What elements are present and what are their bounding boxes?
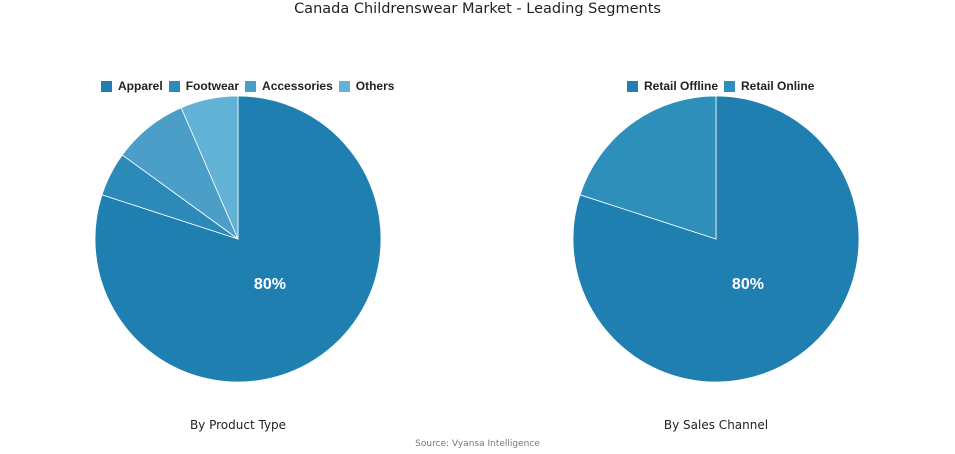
legend-label: Footwear <box>185 79 240 93</box>
legend-item-retail-online: Retail Online <box>724 79 814 93</box>
legend-swatch-retail-online <box>724 80 736 92</box>
legend-product-type: Apparel Footwear Accessories Others <box>101 79 400 93</box>
legend-swatch-footwear <box>168 80 180 92</box>
legend-label: Accessories <box>262 79 333 93</box>
legend-swatch-others <box>338 80 350 92</box>
legend-sales-channel: Retail Offline Retail Online <box>627 79 820 93</box>
caption-sales-channel: By Sales Channel <box>663 418 769 432</box>
legend-item-others: Others <box>338 79 395 93</box>
sales-channel-slice-retail-online <box>579 95 717 240</box>
caption-product-type: By Product Type <box>189 418 287 432</box>
legend-item-footwear: Footwear <box>168 79 240 93</box>
chart-title: Canada Childrenswear Market - Leading Se… <box>294 1 661 17</box>
product-type-slice-others <box>180 95 239 240</box>
legend-label: Apparel <box>118 79 163 93</box>
legend-swatch-apparel <box>101 80 112 92</box>
legend-swatch-accessories <box>245 80 257 92</box>
sales-channel-data-label: 80% <box>732 276 764 293</box>
source-note: Source: Vyansa Intelligence <box>415 439 540 449</box>
legend-label: Others <box>355 79 395 93</box>
legend-item-apparel: Apparel <box>101 79 163 93</box>
legend-label: Retail Online <box>741 79 815 93</box>
legend-item-retail-offline: Retail Offline <box>627 79 718 93</box>
legend-label: Retail Offline <box>644 79 719 93</box>
legend-swatch-retail-offline <box>627 80 638 92</box>
legend-item-accessories: Accessories <box>245 79 333 93</box>
product-type-data-label: 80% <box>254 276 286 293</box>
